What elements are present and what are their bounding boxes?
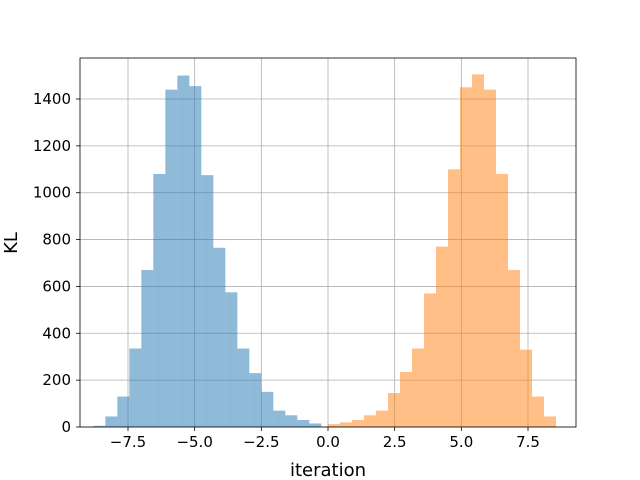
y-tick-label: 200 bbox=[42, 371, 71, 389]
x-tick-label: −2.5 bbox=[243, 433, 279, 451]
histogram-bar bbox=[340, 422, 352, 427]
y-axis-label: KL bbox=[1, 232, 22, 254]
histogram-bar bbox=[376, 410, 388, 427]
histogram-bar bbox=[496, 173, 508, 427]
x-tick-label: −7.5 bbox=[110, 433, 146, 451]
histogram-bar bbox=[141, 270, 154, 427]
histogram-bar bbox=[165, 89, 178, 427]
histogram-bar bbox=[237, 348, 250, 427]
histogram-bar bbox=[484, 89, 496, 427]
x-tick-label: 5.0 bbox=[449, 433, 473, 451]
histogram-bar bbox=[388, 393, 400, 427]
histogram-bar bbox=[201, 175, 214, 427]
histogram-bar bbox=[213, 247, 226, 427]
histogram-bar bbox=[352, 419, 364, 427]
histogram-bar bbox=[261, 391, 274, 427]
x-axis-ticks: −7.5 −5.0 −2.5 0.0 2.5 5.0 7.5 bbox=[110, 427, 540, 451]
histogram-bar bbox=[472, 74, 484, 428]
y-tick-label: 1400 bbox=[33, 90, 71, 108]
y-tick-label: 800 bbox=[42, 231, 71, 249]
x-tick-label: −5.0 bbox=[176, 433, 212, 451]
histogram-bar bbox=[117, 396, 130, 427]
y-axis-ticks: 0 200 400 600 800 1000 1200 1400 bbox=[33, 90, 80, 436]
histogram-bar bbox=[412, 348, 424, 427]
histogram-bar bbox=[364, 415, 376, 427]
y-tick-label: 1200 bbox=[33, 137, 71, 155]
histogram-bar bbox=[520, 349, 532, 427]
histogram-bar bbox=[532, 396, 544, 427]
histogram-bar bbox=[460, 87, 472, 428]
histogram-bar bbox=[328, 424, 340, 427]
histogram-bar bbox=[448, 169, 460, 428]
histogram-bar bbox=[249, 373, 262, 427]
x-axis-label: iteration bbox=[290, 460, 366, 480]
histogram-bar bbox=[424, 293, 436, 427]
histogram-bar bbox=[225, 292, 238, 427]
y-tick-label: 0 bbox=[61, 418, 71, 436]
histogram-bar bbox=[309, 423, 322, 427]
histogram-bar bbox=[436, 246, 448, 427]
histogram-bar bbox=[105, 416, 118, 427]
histogram-bars bbox=[93, 74, 556, 428]
histogram-bar bbox=[189, 86, 202, 427]
x-tick-label: 0.0 bbox=[316, 433, 340, 451]
histogram-bar bbox=[508, 270, 520, 427]
histogram-bar bbox=[400, 371, 412, 427]
histogram-bar bbox=[544, 416, 556, 427]
histogram-bar bbox=[273, 410, 286, 427]
histogram-bar bbox=[129, 348, 142, 427]
y-tick-label: 400 bbox=[42, 324, 71, 342]
histogram-bar bbox=[297, 419, 310, 427]
histogram-bar bbox=[177, 75, 190, 428]
y-tick-label: 1000 bbox=[33, 184, 71, 202]
histogram-bar bbox=[93, 425, 106, 427]
x-tick-label: 7.5 bbox=[516, 433, 540, 451]
histogram-bar bbox=[153, 173, 166, 427]
y-tick-label: 600 bbox=[42, 277, 71, 295]
x-tick-label: 2.5 bbox=[383, 433, 407, 451]
histogram-bar bbox=[285, 415, 298, 427]
